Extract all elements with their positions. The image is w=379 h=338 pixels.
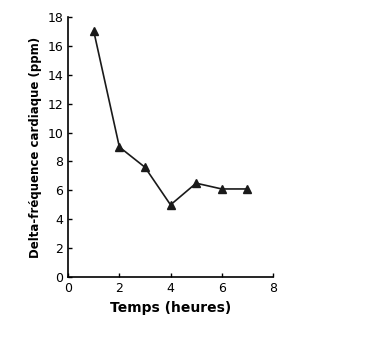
X-axis label: Temps (heures): Temps (heures) (110, 300, 231, 315)
Y-axis label: Delta-fréquence cardiaque (ppm): Delta-fréquence cardiaque (ppm) (29, 37, 42, 258)
